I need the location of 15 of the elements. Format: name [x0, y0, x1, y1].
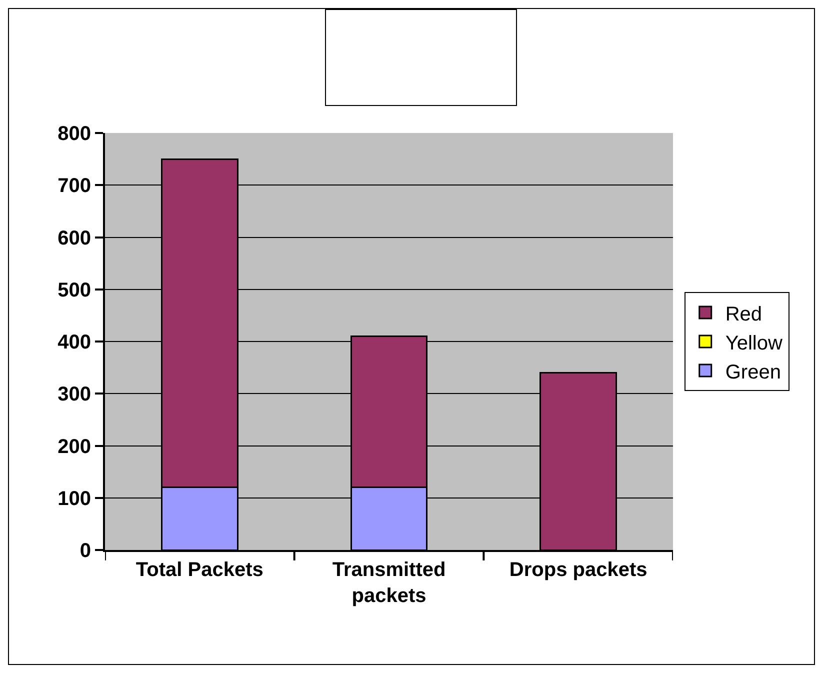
y-tick-label: 600	[58, 227, 91, 250]
y-tick-label: 500	[58, 279, 91, 302]
y-tick-label: 400	[58, 332, 91, 354]
x-tick-label: Drops packets	[509, 559, 648, 581]
y-tick-label: 300	[58, 384, 91, 406]
legend-label: Yellow	[725, 332, 783, 354]
y-tick-label: 100	[58, 488, 91, 510]
y-tick-label: 200	[58, 436, 91, 458]
y-tick-label: 0	[80, 540, 91, 562]
legend-label: Green	[725, 361, 781, 384]
y-tick-label: 800	[58, 123, 91, 145]
y-tick-label: 700	[58, 175, 91, 198]
x-tick-label: Total Packets	[136, 559, 264, 581]
x-tick-label: Transmitted packets	[332, 559, 446, 607]
legend-label: Red	[725, 303, 762, 326]
